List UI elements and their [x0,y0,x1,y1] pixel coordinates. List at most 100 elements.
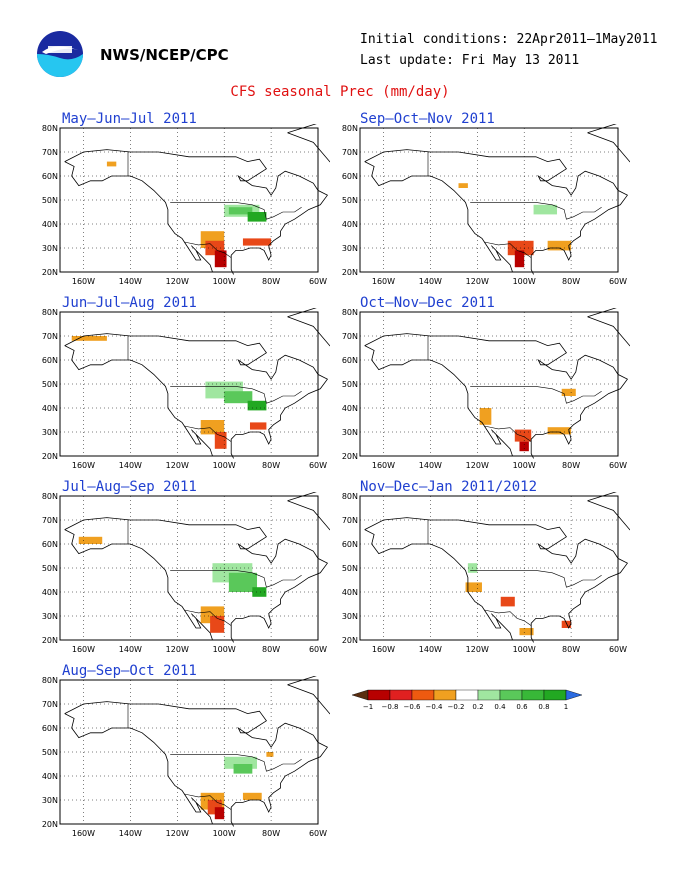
legend-label: 0.6 [516,703,528,711]
map-plot: 160W 140W 120W 100W 80W 60W 20N 30N 40N 50N 60N 70N… [42,676,330,836]
panel-title: May–Jun–Jul 2011 [62,111,197,127]
coastline [364,529,513,641]
lon-tick-label: 80W [562,645,580,652]
panel-title: Jun–Jul–Aug 2011 [62,295,197,311]
lat-tick-label: 80N [42,492,58,501]
lat-tick-label: 50N [42,196,58,205]
map-frame [359,495,619,641]
lon-tick-label: 120W [166,461,189,468]
lon-tick-label: 80W [262,829,280,836]
border-line [184,241,232,258]
map-panel: 160W 140W 120W 100W 80W 60W 20N 30N 40N 50N 60N 70N… [42,124,330,284]
panel-title: Aug–Sep–Oct 2011 [62,663,197,679]
precip-anomaly-patch [247,400,267,411]
lat-tick-label: 40N [342,220,358,229]
lon-tick-label: 100W [213,645,236,652]
precip-anomaly-patch [242,792,262,800]
border-line [170,754,302,772]
lat-tick-label: 50N [42,748,58,757]
precip-anomaly-patch [71,336,107,341]
legend-swatch [367,689,391,701]
map-panel: 160W 140W 120W 100W 80W 60W 20N 30N 40N 50N 60N 70N… [42,308,330,468]
lon-tick-label: 100W [513,461,536,468]
map-panel: 160W 140W 120W 100W 80W 60W 20N 30N 40N 50N 60N 70N… [342,124,630,284]
legend-swatch [433,689,457,701]
agency-label: NWS/NCEP/CPC [100,46,229,64]
lon-tick-label: 160W [372,461,395,468]
lon-tick-label: 100W [513,645,536,652]
precip-anomaly-patch [233,764,253,774]
precip-anomaly-patch [214,432,227,449]
lon-tick-label: 140W [419,461,442,468]
lat-tick-label: 50N [42,380,58,389]
lat-tick-label: 50N [342,564,358,573]
precip-anomaly-patch [547,427,572,435]
lat-tick-label: 30N [342,428,358,437]
lat-tick-label: 60N [42,356,58,365]
legend-label: 0.8 [538,703,549,711]
precip-anomaly-patch [561,388,576,396]
precip-anomaly-patch [465,582,482,592]
precip-anomaly-patch [228,207,253,215]
lat-tick-label: 60N [342,172,358,181]
lon-tick-label: 60W [609,645,627,652]
coastline [64,161,213,273]
figure-title: CFS seasonal Prec (mm/day) [230,84,450,100]
lat-tick-label: 70N [342,516,358,525]
lat-tick-label: 30N [42,244,58,253]
lon-tick-label: 140W [119,277,142,284]
coastline [64,529,213,641]
lat-tick-label: 60N [42,172,58,181]
map-frame [359,311,619,457]
lon-tick-label: 160W [72,277,95,284]
legend-label: −0.2 [448,703,465,711]
lat-tick-label: 40N [42,588,58,597]
lon-tick-label: 60W [609,461,627,468]
precip-anomaly-patch [500,596,515,607]
color-legend: −1 −0.8 −0.6 −0.4 −0.2 0.2 0.4 0.6 0.8 1 [351,689,583,711]
lat-tick-label: 60N [342,540,358,549]
lat-tick-label: 60N [42,724,58,733]
map-frame [359,127,619,273]
lon-tick-label: 140W [119,461,142,468]
lat-tick-label: 70N [42,332,58,341]
lon-tick-label: 60W [609,277,627,284]
legend-arrow-right [565,689,583,701]
legend-swatch [477,689,501,701]
precip-anomaly-patch [106,161,117,167]
map-plot: 160W 140W 120W 100W 80W 60W 20N 30N 40N 50N 60N 70N… [342,492,630,652]
coastline [64,713,213,825]
map-panel: 160W 140W 120W 100W 80W 60W 20N 30N 40N 50N 60N 70N… [342,308,630,468]
precip-anomaly-patch [78,536,103,544]
lat-tick-label: 40N [42,404,58,413]
border-line [470,202,602,220]
lon-tick-label: 100W [213,461,236,468]
precip-anomaly-patch [214,250,227,268]
lat-tick-label: 30N [42,612,58,621]
lat-tick-label: 70N [342,148,358,157]
map-frame [59,127,319,273]
lat-tick-label: 30N [342,612,358,621]
panel-title: Jul–Aug–Sep 2011 [62,479,197,495]
lat-tick-label: 30N [342,244,358,253]
map-panel: 160W 140W 120W 100W 80W 60W 20N 30N 40N 50N 60N 70N… [42,492,330,652]
panel-title: Nov–Dec–Jan 2011/2012 [360,479,538,495]
coastline [364,345,513,457]
lon-tick-label: 80W [262,645,280,652]
map-panel: 160W 140W 120W 100W 80W 60W 20N 30N 40N 50N 60N 70N… [342,492,630,652]
lat-tick-label: 20N [42,820,58,829]
border-line [484,241,532,258]
lat-tick-label: 70N [342,332,358,341]
map-frame [59,495,319,641]
precip-anomaly-patch [547,240,572,251]
map-plot: 160W 140W 120W 100W 80W 60W 20N 30N 40N 50N 60N 70N… [42,492,330,652]
border-line [184,793,232,810]
map-frame [59,311,319,457]
precip-anomaly-patch [479,408,492,425]
lon-tick-label: 140W [419,277,442,284]
lon-tick-label: 160W [372,645,395,652]
precip-anomaly-patch [247,212,267,222]
legend-swatch [543,689,567,701]
border-line [170,570,302,588]
precip-anomaly-patch [561,620,572,628]
